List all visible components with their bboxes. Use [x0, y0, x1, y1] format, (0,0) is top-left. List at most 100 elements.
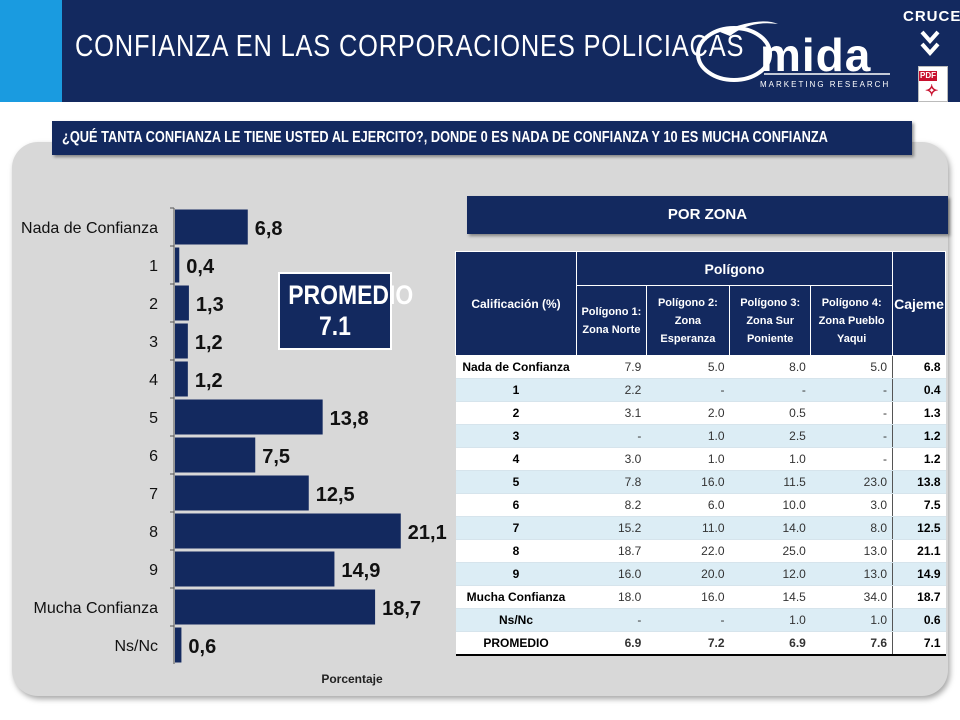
cell-p3: 12.0	[729, 562, 811, 586]
header-band	[62, 0, 900, 102]
table-row: 6 8.2 6.0 10.0 3.0 7.5	[455, 493, 946, 517]
bar	[175, 475, 309, 511]
bar-value-label: 1,2	[195, 370, 223, 392]
cell-p1: 15.2	[576, 516, 647, 540]
cell-p4: -	[810, 447, 893, 471]
cell-p1: 3.1	[576, 401, 647, 425]
cell-p3: 8.0	[729, 355, 811, 379]
table-row: PROMEDIO 6.9 7.2 6.9 7.6 7.1	[455, 631, 946, 656]
cell-p3: -	[729, 378, 811, 402]
cell-p3: 11.5	[729, 470, 811, 494]
category-label: 6	[149, 448, 158, 465]
cell-p2: 20.0	[646, 562, 730, 586]
table-row: Ns/Nc - -1.0 1.0 0.6	[455, 608, 946, 632]
pdf-download-icon[interactable]: PDF ✧	[918, 66, 948, 102]
bar-value-label: 21,1	[408, 522, 447, 544]
cell-p2: -	[646, 608, 730, 632]
poligono-subcol-zone: Zona Pueblo Yaqui	[818, 314, 885, 345]
cell-p4: 7.6	[810, 631, 893, 656]
bar	[175, 209, 248, 245]
cell-cajeme: 21.1	[892, 539, 946, 563]
cell-cajeme: 6.8	[892, 355, 946, 379]
category-label: 4	[149, 372, 158, 389]
row-category: 8	[455, 539, 577, 563]
row-category: 2	[455, 401, 577, 425]
cell-p1: 7.8	[576, 470, 647, 494]
confidence-bar-chart: Nada de Confianza 6,8 1 0,4 2 1,3 3 1,2 4 1,2 5 13,…	[21, 207, 447, 686]
bar	[175, 551, 335, 587]
category-label: 5	[149, 410, 158, 427]
table-row: Nada de Confianza 7.9 5.0 8.0 5.0 6.8	[455, 355, 946, 379]
cell-p2: 16.0	[646, 470, 730, 494]
cell-p1: 18.7	[576, 539, 647, 563]
row-category: 5	[455, 470, 577, 494]
omida-logo-swoosh-icon	[696, 21, 890, 82]
table-row: Mucha Confianza 18.0 16.0 14.5 34.0 18.7	[455, 585, 946, 609]
cell-p2: 2.0	[646, 401, 730, 425]
row-category: 9	[455, 562, 577, 586]
poligono-subcol-header: Polígono 4: Zona Pueblo Yaqui	[810, 285, 893, 356]
cell-cajeme: 18.7	[892, 585, 946, 609]
bar-value-label: 18,7	[382, 598, 421, 620]
double-chevron-down-icon[interactable]	[920, 30, 940, 60]
cell-p1: 8.2	[576, 493, 647, 517]
cell-p2: 16.0	[646, 585, 730, 609]
question-text: ¿QUÉ TANTA CONFIANZA LE TIENE USTED AL E…	[62, 129, 828, 146]
row-category: Mucha Confianza	[455, 585, 577, 609]
table-row: 2 3.1 2.0 0.5-1.3	[455, 401, 946, 425]
category-label: 7	[149, 486, 158, 503]
cell-cajeme: 0.4	[892, 378, 946, 402]
cruces-link[interactable]: CRUCES	[903, 8, 960, 25]
row-category: Ns/Nc	[455, 608, 577, 632]
cell-p3: 1.0	[729, 447, 811, 471]
poligono-subcol-header: Polígono 3: Zona Sur Poniente	[728, 285, 812, 356]
cell-p3: 2.5	[729, 424, 811, 448]
cell-p4: 5.0	[810, 355, 893, 379]
x-axis-label: Porcentaje	[321, 672, 383, 686]
bar-value-label: 7,5	[262, 446, 290, 468]
cell-p1: 3.0	[576, 447, 647, 471]
cell-p2: 7.2	[646, 631, 730, 656]
category-label: 8	[149, 524, 158, 541]
cell-p4: 13.0	[810, 539, 893, 563]
poligono-subcol-prefix: Polígono 3:	[740, 296, 801, 309]
cell-p1: 6.9	[576, 631, 647, 656]
row-category: 3	[455, 424, 577, 448]
row-category: 4	[455, 447, 577, 471]
poligono-subcol-prefix: Polígono 2:	[657, 296, 718, 309]
table-row: 1 2.2- - -0.4	[455, 378, 946, 402]
bar-value-label: 14,9	[341, 560, 380, 582]
col-poligono: Polígono	[576, 251, 893, 286]
cell-p1: -	[576, 608, 647, 632]
cell-p2: -	[646, 378, 730, 402]
cell-p3: 25.0	[729, 539, 811, 563]
cell-cajeme: 14.9	[892, 562, 946, 586]
bar	[175, 323, 188, 359]
page-title: CONFIANZA EN LAS CORPORACIONES POLICIACA…	[75, 28, 745, 63]
table-row: 5 7.8 16.0 11.5 23.0 13.8	[455, 470, 946, 494]
table-row: 4 3.0 1.0 1.0-1.2	[455, 447, 946, 471]
cell-p4: -	[810, 424, 893, 448]
bar-value-label: 0,6	[188, 636, 216, 658]
cell-p4: -	[810, 378, 893, 402]
bar-value-label: 1,3	[196, 294, 224, 316]
poligono-subcol-header: Polígono 2: Zona Esperanza	[645, 285, 731, 356]
cell-p3: 14.5	[729, 585, 811, 609]
question-banner: ¿QUÉ TANTA CONFIANZA LE TIENE USTED AL E…	[52, 121, 912, 155]
col-cajeme: Cajeme	[892, 251, 946, 356]
cell-p4: 1.0	[810, 608, 893, 632]
poligono-subcol-header: Polígono 1: Zona Norte	[576, 285, 647, 356]
logo-subtitle: MARKETING RESEARCH	[760, 80, 891, 89]
cell-p4: 8.0	[810, 516, 893, 540]
cell-cajeme: 1.2	[892, 424, 946, 448]
cell-p1: 18.0	[576, 585, 647, 609]
poligono-subcol-prefix: Polígono 4:	[821, 296, 882, 309]
poligono-subcol-zone: Zona Esperanza	[660, 314, 716, 345]
cell-p1: -	[576, 424, 647, 448]
category-label: Mucha Confianza	[33, 600, 158, 617]
cell-p4: 34.0	[810, 585, 893, 609]
bar-value-label: 13,8	[330, 408, 369, 430]
acrobat-glyph-icon: ✧	[925, 83, 939, 100]
header: CONFIANZA EN LAS CORPORACIONES POLICIACA…	[0, 0, 960, 102]
por-zona-header: POR ZONA	[467, 196, 948, 234]
